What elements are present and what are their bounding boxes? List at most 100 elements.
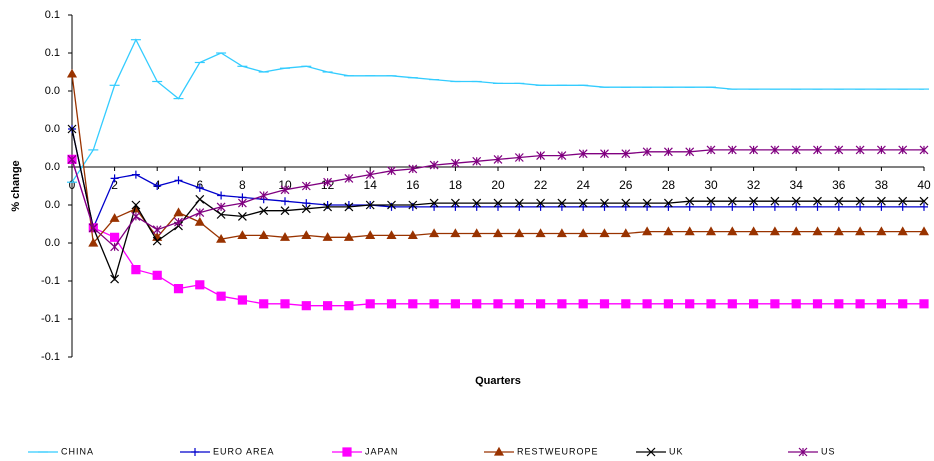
marker	[280, 206, 290, 216]
marker	[110, 242, 120, 252]
x-tick-label: 30	[704, 178, 718, 192]
marker	[791, 226, 802, 236]
marker	[706, 299, 716, 309]
marker	[621, 149, 631, 159]
marker	[323, 177, 333, 187]
x-tick-label: 26	[619, 178, 633, 192]
marker	[67, 124, 77, 134]
x-tick-label: 32	[747, 178, 761, 192]
marker	[216, 210, 226, 219]
marker	[302, 199, 311, 208]
marker	[599, 299, 610, 309]
marker	[258, 230, 269, 239]
marker	[685, 299, 695, 309]
y-tick-label: 0.1	[45, 47, 60, 59]
marker	[429, 299, 439, 309]
marker	[387, 166, 396, 176]
x-tick-label: 34	[790, 178, 804, 192]
marker	[280, 299, 290, 309]
marker	[173, 207, 184, 217]
marker	[536, 299, 546, 309]
marker	[578, 299, 588, 309]
marker	[301, 204, 311, 214]
marker	[557, 299, 567, 309]
marker	[450, 198, 460, 208]
marker	[237, 211, 247, 221]
marker	[749, 196, 759, 206]
marker	[920, 202, 928, 211]
marker	[217, 191, 226, 200]
x-tick-label: 2	[111, 178, 118, 192]
marker	[919, 299, 929, 309]
x-tick-label: 16	[406, 178, 420, 192]
marker	[706, 145, 716, 155]
marker	[877, 202, 886, 211]
marker	[557, 198, 567, 208]
legend-marker	[646, 447, 656, 457]
marker	[280, 185, 290, 195]
marker	[600, 198, 609, 208]
marker	[897, 226, 908, 236]
marker	[195, 208, 205, 218]
marker	[492, 228, 504, 238]
marker	[536, 198, 546, 208]
marker	[770, 202, 779, 211]
marker	[706, 196, 716, 206]
marker	[494, 202, 502, 211]
x-tick-label: 36	[832, 178, 846, 192]
marker	[472, 156, 482, 166]
marker	[727, 226, 738, 236]
marker	[642, 198, 652, 208]
x-tick-label: 14	[364, 178, 378, 192]
marker	[386, 299, 397, 309]
marker	[898, 202, 907, 211]
marker	[429, 160, 439, 170]
marker	[621, 202, 630, 211]
marker	[451, 202, 460, 211]
marker	[813, 145, 822, 155]
marker	[834, 145, 844, 155]
marker	[770, 299, 780, 309]
marker	[684, 226, 695, 236]
marker	[792, 202, 801, 211]
marker	[791, 299, 801, 309]
marker	[707, 202, 715, 211]
marker	[578, 228, 589, 238]
y-tick-label: 0.0	[45, 123, 60, 135]
marker	[642, 226, 653, 236]
marker	[365, 170, 375, 180]
marker	[834, 196, 844, 206]
marker	[301, 181, 311, 191]
y-tick-label: 0.0	[45, 85, 60, 97]
marker	[812, 226, 823, 236]
marker	[408, 200, 418, 210]
marker	[749, 202, 758, 211]
marker	[536, 202, 545, 211]
marker	[812, 299, 823, 309]
marker	[514, 228, 525, 238]
legend-label: EURO AREA	[213, 446, 275, 456]
x-axis-label: Quarters	[475, 375, 521, 387]
y-tick-label: 0.1	[45, 9, 60, 21]
marker	[387, 202, 396, 211]
x-tick-label: 24	[577, 178, 591, 192]
marker	[110, 232, 120, 242]
marker	[749, 299, 759, 309]
marker	[365, 230, 376, 239]
y-tick-label: -0.1	[41, 275, 60, 287]
marker	[408, 164, 418, 174]
legend-marker	[342, 447, 352, 457]
marker	[705, 226, 717, 236]
legend-marker	[191, 448, 199, 456]
marker	[727, 145, 737, 155]
marker	[472, 299, 482, 309]
marker	[578, 198, 588, 208]
marker	[643, 202, 652, 211]
marker	[855, 226, 866, 236]
marker	[514, 198, 524, 208]
y-tick-label: -0.1	[41, 313, 60, 325]
legend-label: UK	[669, 446, 684, 456]
marker	[429, 228, 440, 238]
marker	[195, 280, 205, 290]
